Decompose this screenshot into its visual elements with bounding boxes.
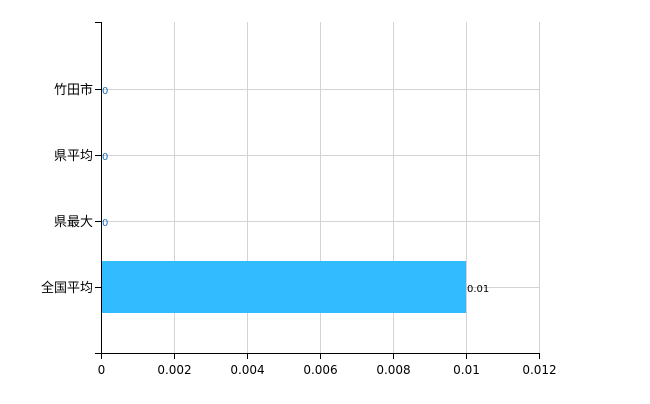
- data-label: 0.01: [467, 284, 489, 295]
- x-tick-label: 0.01: [453, 363, 480, 377]
- y-tick-label: 県最大: [54, 215, 93, 230]
- y-tick-label: 全国平均: [41, 280, 93, 296]
- x-tick-label: 0.002: [157, 363, 191, 377]
- x-tick-label: 0.004: [230, 363, 264, 377]
- x-tick-label: 0.008: [376, 363, 410, 377]
- x-tick-label: 0: [98, 363, 106, 377]
- data-label: 0: [102, 218, 108, 229]
- x-tick-label: 0.012: [522, 363, 556, 377]
- y-tick-label: 竹田市: [54, 82, 93, 98]
- y-tick-label: 県平均: [54, 149, 93, 164]
- data-label: 0: [102, 152, 108, 163]
- x-tick-label: 0.006: [303, 363, 337, 377]
- bar: [101, 261, 466, 313]
- data-label: 0: [102, 86, 108, 97]
